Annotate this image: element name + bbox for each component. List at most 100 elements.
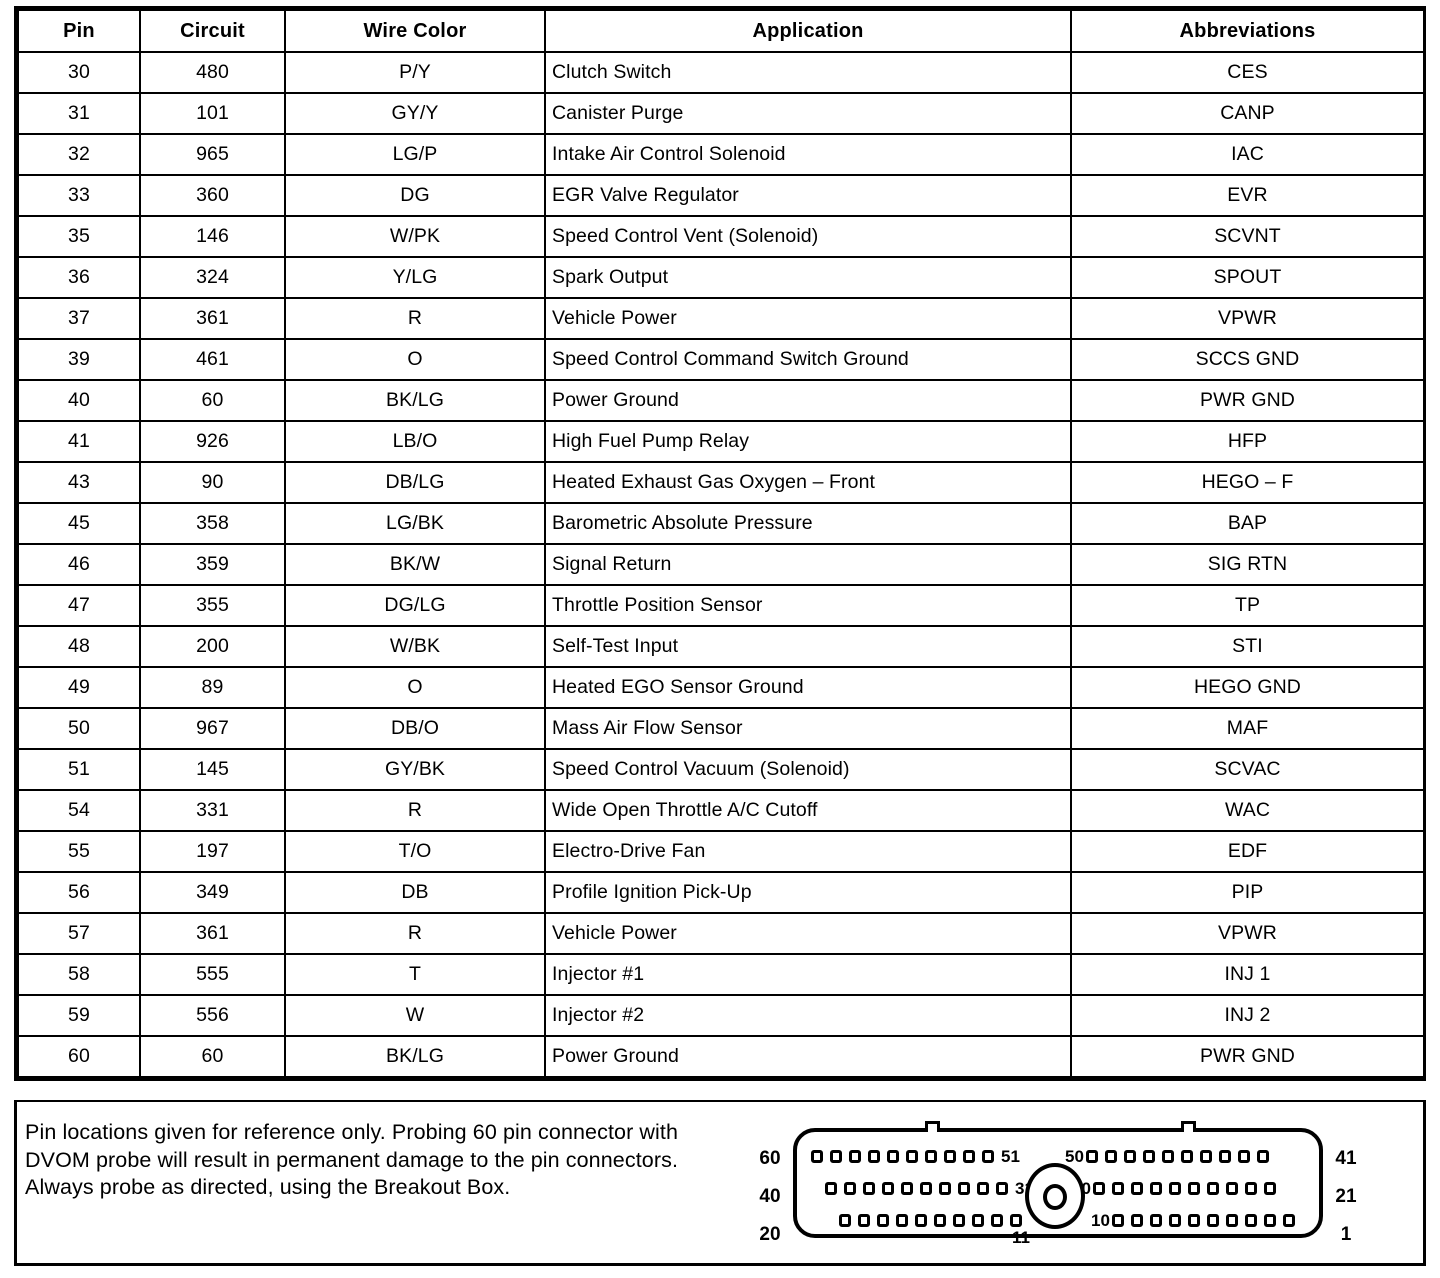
cell-application: Power Ground <box>544 379 1072 422</box>
table-row: 43 90 DB/LG Heated Exhaust Gas Oxygen – Fro… <box>17 461 1425 504</box>
connector-pin-hole <box>906 1149 918 1163</box>
column-header-application: Application <box>544 9 1072 53</box>
connector-left-row-labels: 60 40 20 <box>749 1140 791 1254</box>
connector-pin-hole <box>1123 1149 1136 1163</box>
cell-application: Vehicle Power <box>544 297 1072 340</box>
connector-pin-hole <box>1206 1213 1219 1227</box>
cell-wire-color: R <box>284 789 546 832</box>
cell-circuit: 355 <box>139 584 286 627</box>
pin-number-11: 11 <box>1012 1228 1030 1247</box>
cell-abbreviation: VPWR <box>1070 912 1425 955</box>
cell-pin: 39 <box>17 338 141 381</box>
cell-wire-color: DB/LG <box>284 461 546 504</box>
connector-pin-hole <box>1187 1181 1200 1195</box>
connector-pin-hole <box>882 1181 894 1195</box>
connector-pin-hole <box>858 1213 870 1227</box>
connector-pin-hole <box>1149 1181 1162 1195</box>
table-row: 51 145 GY/BK Speed Control Vacuum (Solenoid… <box>17 748 1425 791</box>
table-row: 35 146 W/PK Speed Control Vent (Solenoid) SC… <box>17 215 1425 258</box>
table-body: 30 480 P/Y Clutch Switch CES 31 101 GY/Y Caniste… <box>17 51 1425 1078</box>
connector-pin-hole <box>1130 1213 1143 1227</box>
cell-circuit: 349 <box>139 871 286 914</box>
cell-application: Mass Air Flow Sensor <box>544 707 1072 750</box>
cell-application: Heated EGO Sensor Ground <box>544 666 1072 709</box>
table-row: 56 349 DB Profile Ignition Pick-Up PIP <box>17 871 1425 914</box>
connector-pin-hole <box>1282 1213 1295 1227</box>
connector-pin-hole <box>934 1213 946 1227</box>
table-row: 45 358 LG/BK Barometric Absolute Pressure BA… <box>17 502 1425 545</box>
cell-wire-color: T/O <box>284 830 546 873</box>
cell-wire-color: BK/LG <box>284 379 546 422</box>
pin-number-10: 10 <box>1091 1210 1110 1230</box>
cell-pin: 31 <box>17 92 141 135</box>
reference-note: Pin locations given for reference only. … <box>25 1120 679 1199</box>
cell-circuit: 60 <box>139 379 286 422</box>
cell-abbreviation: VPWR <box>1070 297 1425 340</box>
cell-abbreviation: HEGO – F <box>1070 461 1425 504</box>
connector-pin-hole <box>1237 1149 1250 1163</box>
connector-keyway-icon <box>1025 1163 1085 1229</box>
connector-pin-hole <box>1187 1213 1200 1227</box>
connector-pin-hole <box>868 1149 880 1163</box>
connector-pin-hole <box>1256 1149 1269 1163</box>
connector-pin-hole <box>996 1181 1008 1195</box>
cell-abbreviation: WAC <box>1070 789 1425 832</box>
cell-circuit: 556 <box>139 994 286 1037</box>
cell-pin: 33 <box>17 174 141 217</box>
pin-assignment-table: Pin Circuit Wire Color Application Abbre… <box>17 9 1425 1078</box>
connector-pin-hole <box>825 1181 837 1195</box>
cell-circuit: 555 <box>139 953 286 996</box>
table-row: 60 60 BK/LG Power Ground PWR GND <box>17 1035 1425 1078</box>
pin-row-50-41: 50 <box>1065 1140 1276 1172</box>
cell-wire-color: BK/W <box>284 543 546 586</box>
table-row: 49 89 O Heated EGO Sensor Ground HEGO GND <box>17 666 1425 709</box>
connector-pin-hole <box>1142 1149 1155 1163</box>
connector-pin-hole <box>1149 1213 1162 1227</box>
connector-keyway-inner-icon <box>1043 1184 1067 1210</box>
cell-abbreviation: EVR <box>1070 174 1425 217</box>
cell-pin: 37 <box>17 297 141 340</box>
cell-application: Heated Exhaust Gas Oxygen – Front <box>544 461 1072 504</box>
pin-table-container: Pin Circuit Wire Color Application Abbre… <box>14 6 1426 1081</box>
column-header-circuit: Circuit <box>139 9 286 53</box>
connector-latch-tab-left <box>925 1121 940 1132</box>
cell-pin: 51 <box>17 748 141 791</box>
column-header-abbreviations: Abbreviations <box>1070 9 1425 53</box>
cell-abbreviation: PWR GND <box>1070 379 1425 422</box>
cell-pin: 57 <box>17 912 141 955</box>
connector-pin-hole <box>1168 1213 1181 1227</box>
cell-application: Vehicle Power <box>544 912 1072 955</box>
cell-wire-color: O <box>284 666 546 709</box>
cell-circuit: 361 <box>139 912 286 955</box>
cell-wire-color: W/BK <box>284 625 546 668</box>
cell-abbreviation: PIP <box>1070 871 1425 914</box>
connector-pin-hole <box>863 1181 875 1195</box>
cell-application: Injector #1 <box>544 953 1072 996</box>
hole-group-60-51 <box>811 1149 1001 1163</box>
connector-pin-hole <box>901 1181 913 1195</box>
cell-pin: 43 <box>17 461 141 504</box>
connector-pin-hole <box>1085 1149 1098 1163</box>
cell-pin: 45 <box>17 502 141 545</box>
connector-pin-hole <box>1111 1213 1124 1227</box>
hole-group-30-21 <box>1092 1181 1283 1195</box>
row-label-left-20: 20 <box>759 1224 781 1245</box>
cell-abbreviation: SCCS GND <box>1070 338 1425 381</box>
cell-application: Barometric Absolute Pressure <box>544 502 1072 545</box>
connector-pin-hole <box>1225 1213 1238 1227</box>
cell-wire-color: GY/Y <box>284 92 546 135</box>
connector-pin-hole <box>844 1181 856 1195</box>
connector-pin-hole <box>1244 1181 1257 1195</box>
cell-abbreviation: SPOUT <box>1070 256 1425 299</box>
cell-circuit: 101 <box>139 92 286 135</box>
cell-wire-color: O <box>284 338 546 381</box>
cell-circuit: 324 <box>139 256 286 299</box>
table-row: 30 480 P/Y Clutch Switch CES <box>17 51 1425 94</box>
cell-pin: 46 <box>17 543 141 586</box>
cell-abbreviation: PWR GND <box>1070 1035 1425 1078</box>
cell-application: Intake Air Control Solenoid <box>544 133 1072 176</box>
cell-application: Wide Open Throttle A/C Cutoff <box>544 789 1072 832</box>
connector-pin-hole <box>811 1149 823 1163</box>
connector-pin-hole <box>1225 1181 1238 1195</box>
cell-wire-color: Y/LG <box>284 256 546 299</box>
